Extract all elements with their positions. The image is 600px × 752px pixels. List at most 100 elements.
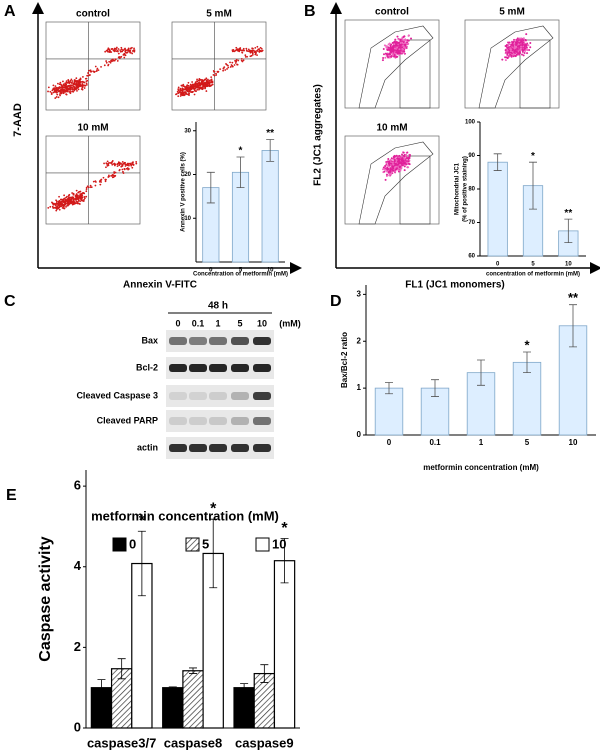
band (169, 444, 187, 452)
dot (508, 41, 511, 44)
dot (506, 57, 509, 60)
dot (522, 54, 525, 57)
dot (61, 207, 64, 209)
dot (254, 50, 257, 53)
dot (81, 196, 83, 199)
dot (233, 64, 236, 66)
dot (520, 47, 523, 50)
dot (93, 71, 96, 74)
dot (226, 68, 228, 70)
dot (83, 197, 86, 200)
dot (178, 91, 181, 94)
x-tick-label: 5 (531, 262, 535, 268)
dot (231, 65, 234, 68)
dot (403, 161, 406, 164)
dot (116, 165, 119, 168)
dot (57, 82, 59, 85)
dot (56, 93, 59, 96)
dot (210, 80, 213, 83)
dot (132, 163, 135, 166)
dot (114, 163, 117, 166)
dot (396, 55, 399, 58)
dot (390, 47, 393, 50)
dot (53, 87, 56, 89)
y-tick-label: 3 (357, 289, 362, 298)
dot (198, 79, 201, 82)
dot (68, 87, 71, 90)
dot (89, 73, 91, 76)
dot (201, 82, 204, 85)
error-bar (206, 171, 215, 204)
dot (189, 83, 192, 86)
error-bar (236, 156, 245, 189)
dot (56, 203, 59, 206)
dot (193, 85, 196, 88)
dot (85, 82, 88, 85)
dot (196, 78, 198, 81)
dot (193, 93, 196, 96)
dot (100, 181, 103, 183)
dot (393, 55, 396, 58)
dot (397, 41, 400, 44)
dot (249, 55, 252, 58)
dot (384, 166, 387, 169)
dot (404, 47, 407, 50)
dot (52, 84, 55, 87)
dot (63, 203, 66, 206)
dot (185, 85, 188, 88)
dot (393, 41, 396, 44)
dot (123, 162, 126, 165)
dot (72, 198, 75, 201)
error-bar (569, 304, 577, 348)
significance: * (139, 512, 146, 529)
dot (77, 199, 80, 202)
dot (56, 90, 58, 93)
dot (408, 153, 411, 156)
dot (529, 46, 532, 49)
dot (62, 198, 65, 201)
dot (514, 48, 517, 51)
dot (183, 88, 186, 91)
dot (249, 49, 252, 52)
axis-label: Annexin V-FITC (123, 280, 197, 291)
x-tick-label: 5 (239, 268, 243, 274)
dot (60, 205, 62, 207)
dot (129, 162, 132, 165)
dot (135, 160, 138, 163)
dot (506, 46, 509, 49)
dot (513, 47, 516, 50)
error-bar (529, 161, 537, 210)
dot (90, 70, 93, 73)
error-bar (477, 359, 485, 386)
dot (241, 51, 244, 54)
dot (204, 87, 207, 89)
dot (77, 88, 80, 91)
band-label: Cleaved Caspase 3 (76, 390, 158, 400)
panel-letter: E (6, 487, 17, 504)
dot (103, 162, 105, 165)
dot (506, 49, 509, 52)
dot (63, 88, 65, 91)
dot (197, 81, 200, 84)
dot (131, 166, 134, 169)
dot (254, 47, 257, 49)
dot (401, 48, 404, 51)
dot (403, 157, 406, 160)
dot (258, 48, 261, 50)
dot (507, 41, 510, 44)
dot (210, 76, 213, 79)
dot (520, 40, 523, 43)
dot (79, 200, 82, 203)
dot (222, 69, 225, 72)
dot (99, 183, 102, 186)
dot (211, 83, 214, 86)
dot (528, 48, 531, 51)
dot (79, 81, 82, 83)
dot (406, 39, 409, 42)
dot (111, 163, 114, 166)
dot (73, 197, 76, 200)
dot (527, 44, 530, 47)
dot (55, 199, 57, 202)
dot (92, 180, 95, 183)
dot (395, 159, 398, 162)
